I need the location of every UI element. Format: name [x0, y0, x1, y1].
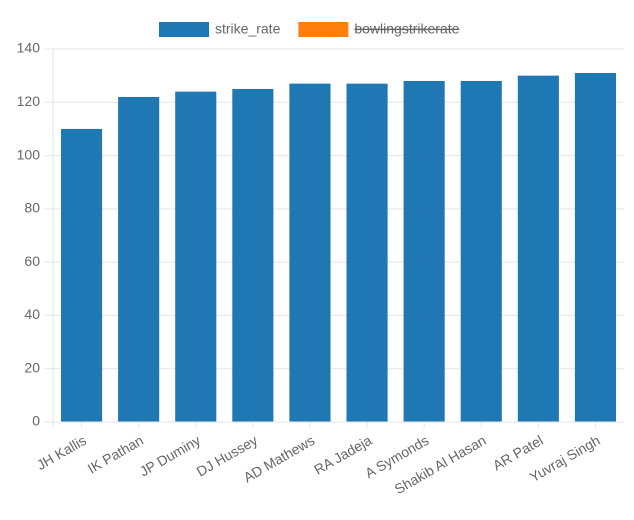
bar [574, 72, 617, 422]
y-tick-label: 20 [24, 359, 40, 375]
y-tick-label: 60 [24, 253, 40, 269]
legend-swatch[interactable] [298, 22, 349, 37]
bar [346, 83, 388, 422]
y-tick-label: 120 [17, 93, 41, 109]
y-tick-label: 0 [32, 413, 40, 429]
x-tick-label: IK Pathan [85, 432, 146, 477]
legend-label[interactable]: bowlingstrikerate [354, 21, 459, 37]
bar [175, 91, 217, 422]
legend-label[interactable]: strike_rate [215, 21, 281, 37]
bar [60, 128, 103, 422]
y-tick-label: 40 [24, 306, 40, 322]
legend-swatch[interactable] [159, 22, 209, 37]
bar [118, 96, 160, 422]
bar [403, 80, 445, 422]
bar [232, 88, 274, 422]
y-tick-label: 100 [17, 146, 41, 162]
y-tick-label: 80 [24, 200, 40, 216]
bar [460, 80, 502, 422]
x-tick-label: JH Kallis [34, 432, 89, 473]
x-tick-label: JP Duminy [137, 432, 203, 480]
y-tick-label: 140 [17, 40, 41, 56]
bar [289, 83, 331, 422]
bar [517, 75, 559, 423]
